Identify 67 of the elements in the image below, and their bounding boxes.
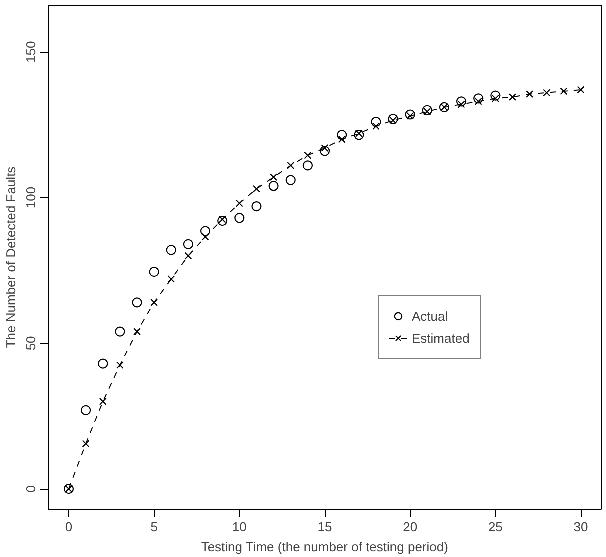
- point: [354, 130, 364, 140]
- point: [218, 216, 226, 224]
- point: [252, 201, 262, 212]
- point: [320, 146, 330, 156]
- point: [134, 328, 141, 336]
- point: [286, 175, 296, 186]
- point: [388, 114, 398, 124]
- point: [577, 86, 585, 94]
- point: [474, 94, 484, 104]
- point: [200, 226, 211, 236]
- point: [456, 96, 467, 107]
- point: [422, 105, 432, 116]
- point: [526, 90, 534, 98]
- x-tick-label: 20: [403, 520, 418, 534]
- x-tick-label: 5: [150, 520, 158, 534]
- point: [202, 233, 210, 241]
- point: [98, 358, 108, 369]
- point: [168, 276, 176, 284]
- point: [218, 216, 228, 226]
- point: [355, 130, 363, 138]
- point: [509, 94, 516, 101]
- point: [184, 252, 192, 260]
- point: [183, 239, 194, 250]
- y-tick-label: 150: [24, 41, 38, 63]
- point: [132, 298, 142, 308]
- y-tick-label: 0: [24, 485, 38, 493]
- point: [82, 440, 90, 448]
- point: [390, 116, 398, 124]
- legend-label: Estimated: [412, 330, 470, 346]
- x-tick-label: 10: [232, 520, 247, 534]
- x-axis-title: Testing Time (the number of testing period): [201, 540, 448, 554]
- point: [150, 298, 158, 306]
- point: [406, 112, 414, 120]
- point: [405, 110, 416, 120]
- x-tick-label: 25: [488, 520, 503, 534]
- point: [337, 130, 348, 140]
- point: [116, 362, 124, 370]
- point: [166, 245, 176, 256]
- point: [252, 185, 260, 193]
- point: [560, 88, 568, 96]
- point: [270, 174, 278, 182]
- point: [302, 160, 313, 171]
- point: [492, 94, 500, 102]
- point: [338, 136, 346, 144]
- x-tick-label: 15: [318, 520, 332, 534]
- y-tick-label: 100: [24, 186, 38, 209]
- point: [474, 98, 482, 106]
- point: [543, 89, 551, 97]
- point: [115, 326, 126, 337]
- point: [149, 267, 160, 278]
- point: [268, 181, 279, 192]
- point: [236, 200, 244, 208]
- point: [234, 213, 245, 224]
- point: [372, 122, 380, 130]
- point: [81, 405, 92, 416]
- point: [99, 398, 107, 406]
- point: [371, 116, 382, 128]
- y-axis-title: The Number of Detected Faults: [4, 166, 18, 348]
- x-tick-label: 0: [65, 520, 73, 534]
- point: [424, 108, 432, 116]
- point: [458, 100, 466, 108]
- legend-label: Actual: [412, 308, 448, 324]
- point: [287, 162, 295, 170]
- point: [490, 90, 501, 101]
- x-tick-label: 30: [574, 520, 588, 534]
- y-tick-label: 50: [24, 336, 38, 351]
- point: [304, 152, 312, 160]
